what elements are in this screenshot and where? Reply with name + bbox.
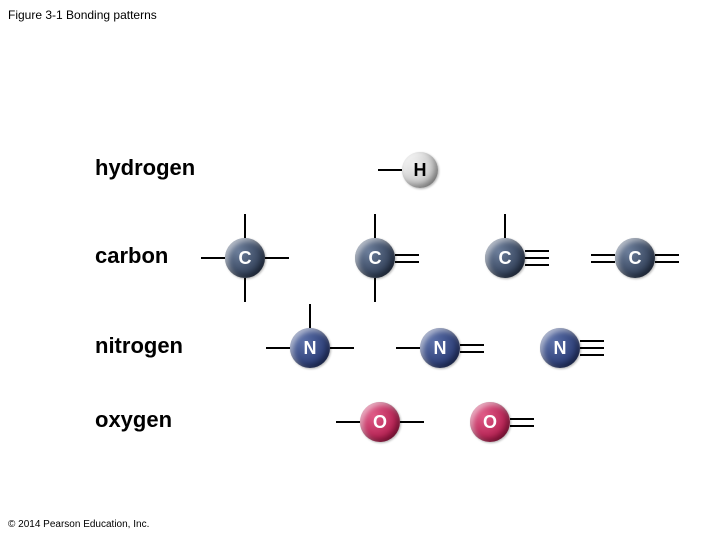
bond-line bbox=[525, 250, 549, 252]
bond-line bbox=[309, 304, 311, 328]
bond-line bbox=[374, 278, 376, 302]
bond-line bbox=[510, 418, 534, 420]
atom-letter: O bbox=[373, 412, 387, 433]
bond-line bbox=[655, 261, 679, 263]
label-oxygen: oxygen bbox=[95, 407, 172, 433]
bond-line bbox=[580, 340, 604, 342]
atom-letter: C bbox=[239, 248, 252, 269]
atom-c: C bbox=[225, 238, 265, 278]
bond-line bbox=[330, 347, 354, 349]
bond-line bbox=[460, 344, 484, 346]
bond-line bbox=[244, 214, 246, 238]
atom-c: C bbox=[355, 238, 395, 278]
bond-line bbox=[395, 261, 419, 263]
bond-line bbox=[591, 254, 615, 256]
atom-h: H bbox=[402, 152, 438, 188]
bond-line bbox=[400, 421, 424, 423]
bond-line bbox=[525, 264, 549, 266]
bond-line bbox=[378, 169, 402, 171]
copyright-text: © 2014 Pearson Education, Inc. bbox=[8, 519, 149, 530]
bond-line bbox=[580, 347, 604, 349]
atom-letter: C bbox=[629, 248, 642, 269]
bond-line bbox=[201, 257, 225, 259]
bond-line bbox=[504, 214, 506, 238]
bond-line bbox=[395, 254, 419, 256]
atom-n: N bbox=[420, 328, 460, 368]
bond-line bbox=[460, 351, 484, 353]
bond-line bbox=[510, 425, 534, 427]
atom-letter: O bbox=[483, 412, 497, 433]
bond-line bbox=[244, 278, 246, 302]
bond-line bbox=[336, 421, 360, 423]
bond-line bbox=[580, 354, 604, 356]
label-carbon: carbon bbox=[95, 243, 168, 269]
atom-c: C bbox=[615, 238, 655, 278]
atom-letter: N bbox=[554, 338, 567, 359]
atom-n: N bbox=[540, 328, 580, 368]
bond-line bbox=[591, 261, 615, 263]
atom-c: C bbox=[485, 238, 525, 278]
bond-line bbox=[374, 214, 376, 238]
atom-o: O bbox=[360, 402, 400, 442]
atom-letter: H bbox=[414, 160, 427, 181]
bond-line bbox=[525, 257, 549, 259]
figure-title: Figure 3-1 Bonding patterns bbox=[8, 8, 157, 22]
bond-line bbox=[266, 347, 290, 349]
atom-letter: N bbox=[434, 338, 447, 359]
bond-line bbox=[396, 347, 420, 349]
atom-o: O bbox=[470, 402, 510, 442]
bond-line bbox=[655, 254, 679, 256]
atom-letter: N bbox=[304, 338, 317, 359]
label-nitrogen: nitrogen bbox=[95, 333, 183, 359]
label-hydrogen: hydrogen bbox=[95, 155, 195, 181]
atom-letter: C bbox=[369, 248, 382, 269]
atom-letter: C bbox=[499, 248, 512, 269]
atom-n: N bbox=[290, 328, 330, 368]
bond-line bbox=[265, 257, 289, 259]
